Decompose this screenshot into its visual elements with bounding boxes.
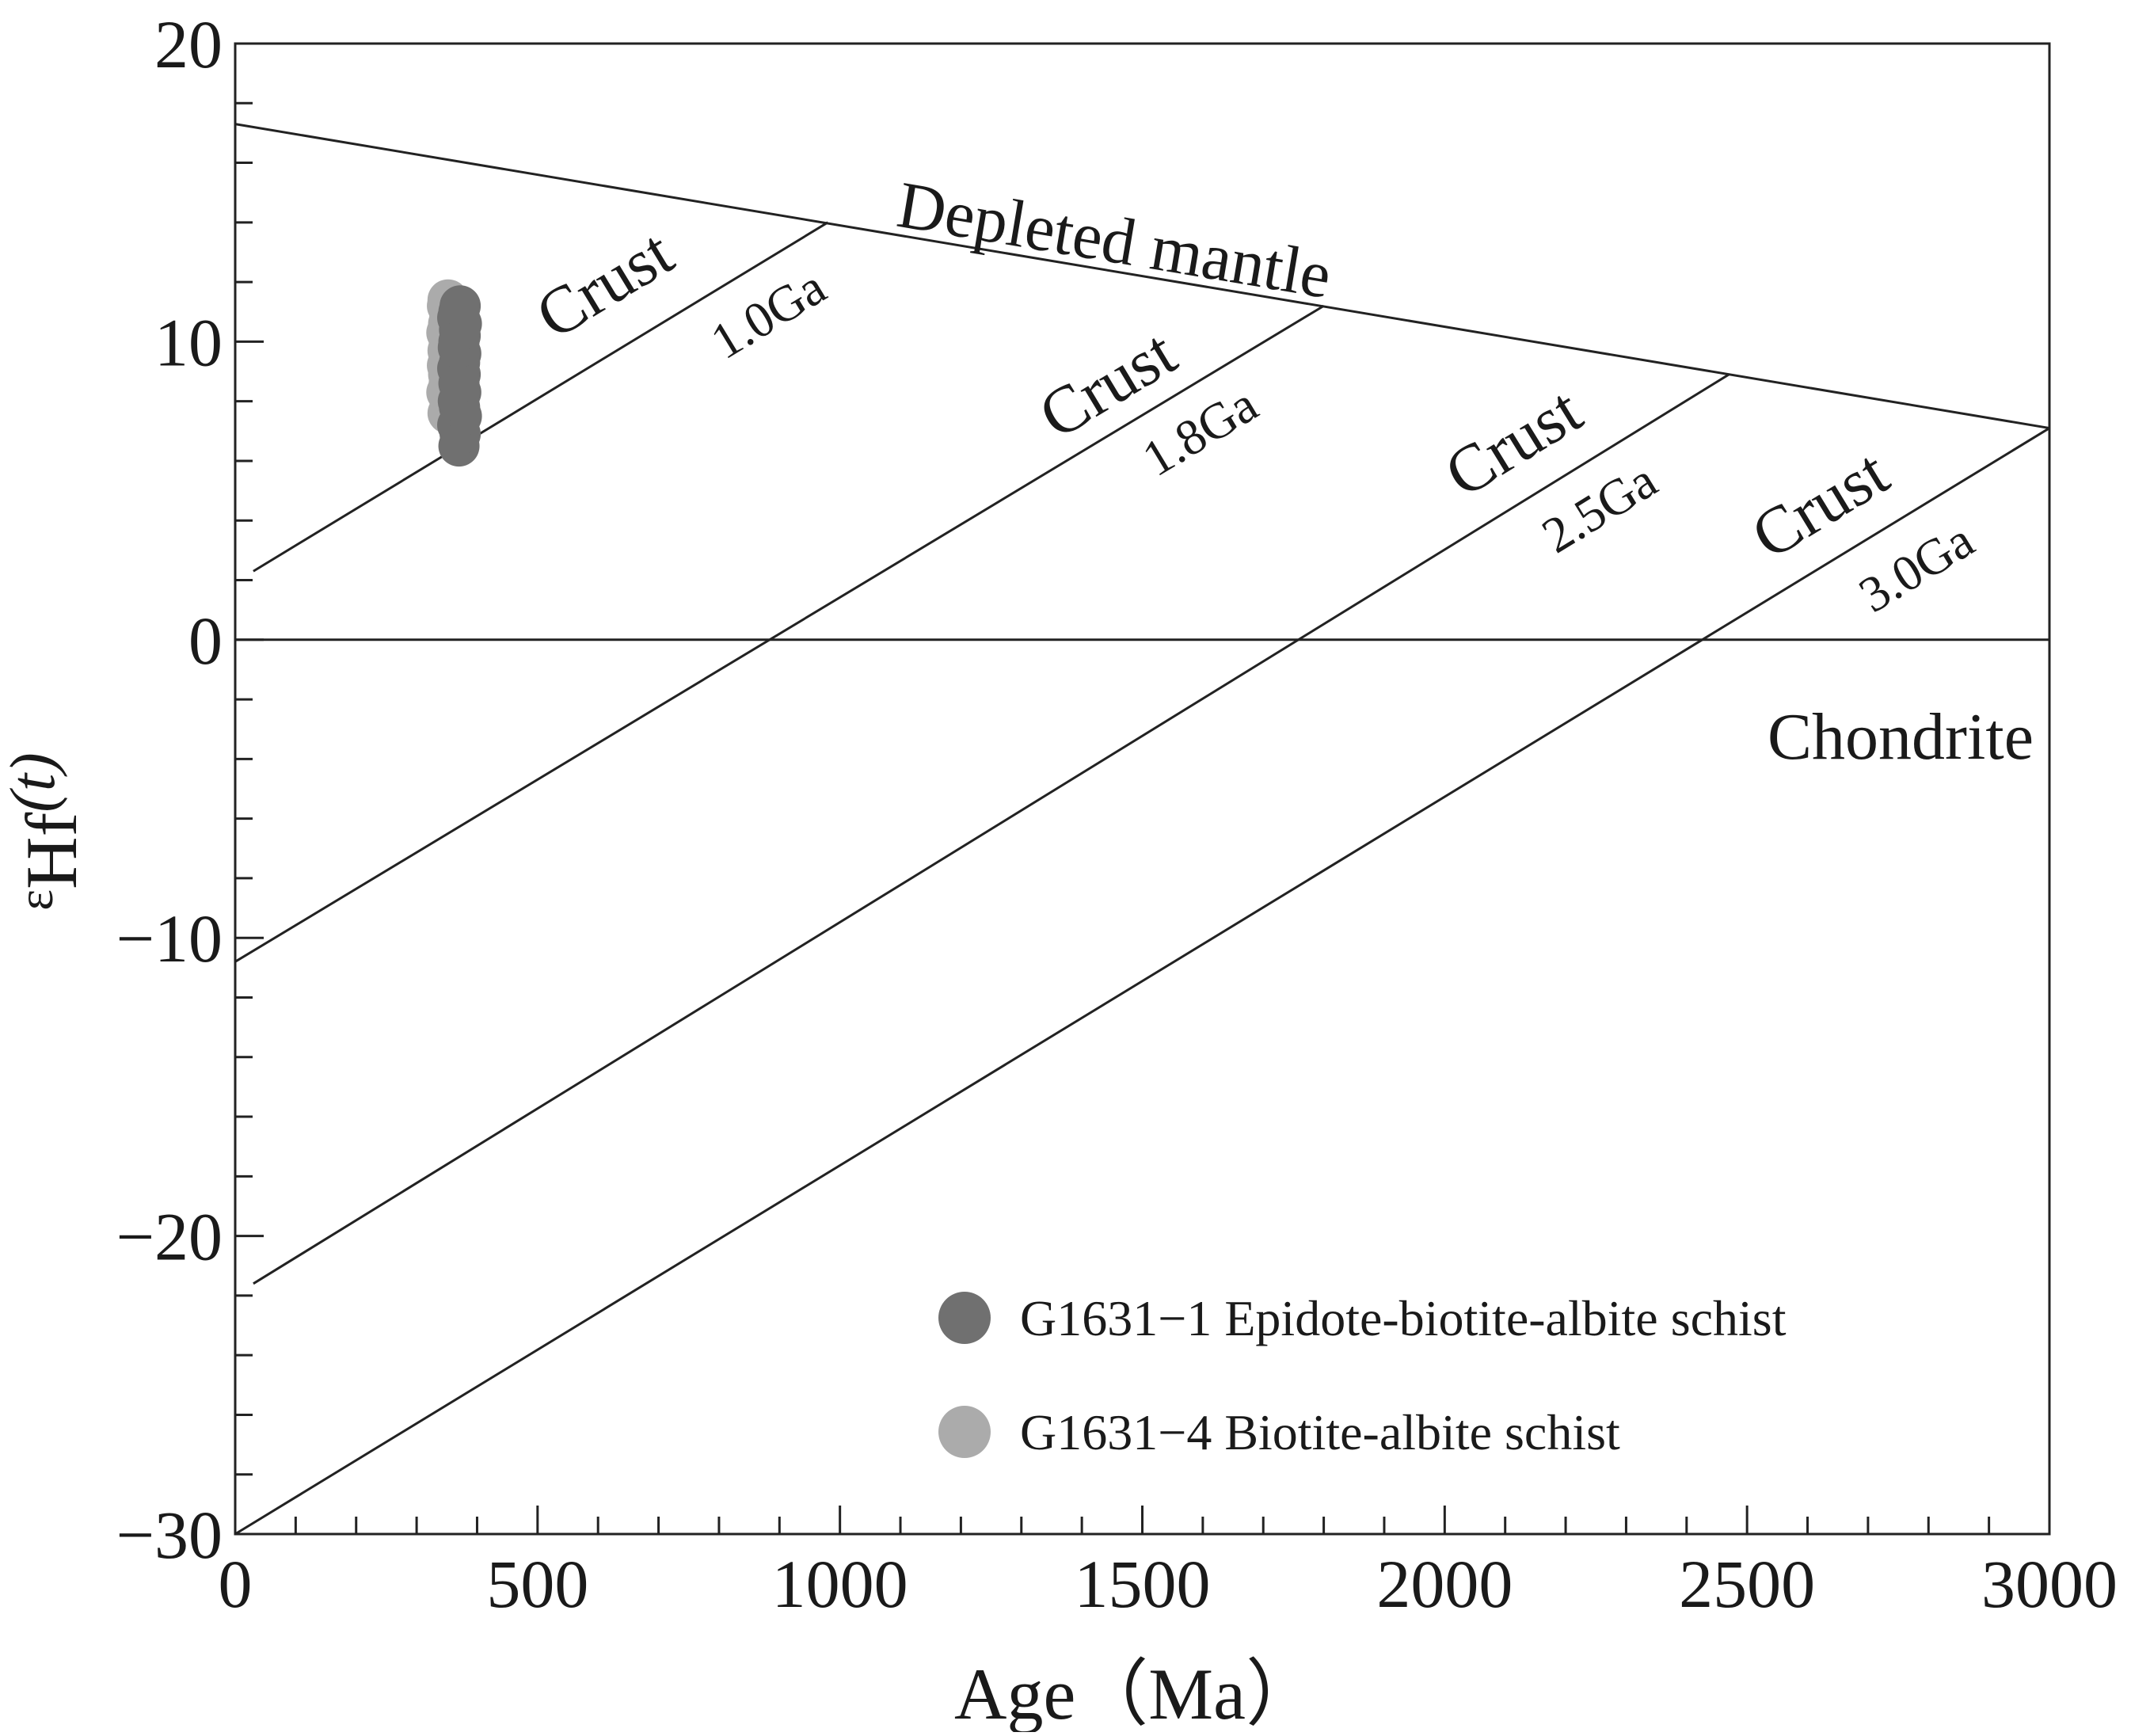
x-tick-label: 3000 bbox=[1981, 1546, 2118, 1622]
crust-3-0-age-label: 3.0Ga bbox=[1849, 512, 1983, 623]
y-axis-title-sub: ε bbox=[7, 889, 63, 911]
crust-2-5-age-label: 2.5Ga bbox=[1532, 451, 1666, 564]
crust-2-5-crust-label: Crust bbox=[1433, 374, 1594, 512]
y-axis-title-sup: (t) bbox=[0, 752, 68, 813]
y-tick-label: −20 bbox=[116, 1199, 223, 1275]
y-tick-label: 20 bbox=[154, 6, 223, 82]
x-tick-label: 1500 bbox=[1075, 1546, 1211, 1622]
y-tick-label: 0 bbox=[188, 603, 223, 679]
y-tick-label: −10 bbox=[116, 900, 223, 976]
svg-text:εHf(t): εHf(t) bbox=[0, 752, 92, 910]
legend-marker-g1631-1 bbox=[938, 1292, 991, 1344]
legend: G1631−1 Epidote-biotite-albite schist G1… bbox=[938, 1290, 1787, 1460]
y-axis-title-main: Hf bbox=[11, 812, 92, 889]
reference-lines bbox=[234, 123, 2050, 1536]
y-axis-title: εHf(t) bbox=[0, 752, 92, 910]
legend-marker-g1631-4 bbox=[938, 1406, 991, 1458]
x-tick-label: 2000 bbox=[1376, 1546, 1513, 1622]
crust-1-8-line bbox=[234, 304, 1325, 963]
crust-1-0-age-label: 1.0Ga bbox=[701, 258, 835, 370]
data-points bbox=[426, 279, 482, 467]
y-tick-label: 10 bbox=[154, 304, 223, 380]
depleted-mantle-line bbox=[234, 123, 2050, 430]
legend-item-g1631-1: G1631−1 Epidote-biotite-albite schist bbox=[938, 1290, 1787, 1346]
crust-3-0-crust-label: Crust bbox=[1739, 436, 1901, 573]
legend-item-g1631-4: G1631−4 Biotite-albite schist bbox=[938, 1404, 1620, 1460]
x-tick-label: 1000 bbox=[772, 1546, 908, 1622]
x-axis-title-text: Age（Ma） bbox=[954, 1654, 1319, 1732]
chondrite-label: Chondrite bbox=[1768, 700, 2034, 774]
x-tick-label: 2500 bbox=[1679, 1546, 1815, 1622]
depleted-mantle-label: Depleted mantle bbox=[892, 168, 1337, 313]
crust-1-0-crust-label: Crust bbox=[524, 215, 686, 353]
x-axis-title: Age（Ma） bbox=[954, 1654, 1319, 1734]
x-tick-label: 0 bbox=[219, 1546, 253, 1622]
legend-label-g1631-1: G1631−1 Epidote-biotite-albite schist bbox=[1020, 1290, 1787, 1346]
legend-label-g1631-4: G1631−4 Biotite-albite schist bbox=[1020, 1404, 1620, 1460]
x-tick-label: 500 bbox=[486, 1546, 588, 1622]
crust-3-0-line bbox=[234, 427, 2050, 1536]
y-tick-label: −30 bbox=[116, 1497, 223, 1573]
crust-2-5-line bbox=[253, 373, 1730, 1285]
point-g1631-1 bbox=[440, 285, 481, 327]
crust-1-0-line bbox=[253, 221, 829, 573]
axes: 0 500 1000 1500 2000 2500 3000 20 10 0 −10 −20 −30 bbox=[116, 6, 2118, 1622]
